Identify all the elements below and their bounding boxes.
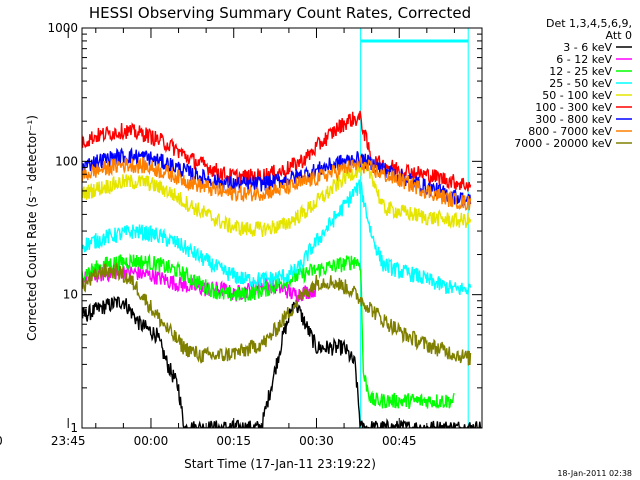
axes: 1 10 100 1000 23:30 23:45 00:00 00:15 00:30 00:45 bbox=[0, 21, 482, 448]
series-line-9 bbox=[82, 261, 472, 366]
legend-entry-label: 100 - 300 keV bbox=[535, 101, 612, 114]
x-tick-label: 00:30 bbox=[299, 434, 334, 448]
legend-entry-label: 50 - 100 keV bbox=[542, 89, 612, 102]
x-tick-label: 23:30 bbox=[0, 434, 3, 448]
chart-title: HESSI Observing Summary Count Rates, Cor… bbox=[89, 4, 471, 22]
legend-entry-label: 7000 - 20000 keV bbox=[514, 137, 612, 150]
x-tick-label: 23:45 bbox=[51, 434, 86, 448]
y-tick-label: 1 bbox=[70, 421, 78, 435]
legend-entry-label: 300 - 800 keV bbox=[535, 113, 612, 126]
plot-frame bbox=[81, 27, 483, 429]
y-tick-label: 100 bbox=[55, 154, 78, 168]
timestamp: 18-Jan-2011 02:38 bbox=[557, 469, 632, 478]
legend-header: Det 1,3,4,5,6,9, bbox=[546, 17, 632, 30]
plot-area: FN bbox=[82, 28, 482, 428]
legend-entry-label: 6 - 12 keV bbox=[556, 53, 612, 66]
legend-header: Att 0 bbox=[606, 29, 632, 42]
x-axis-label: Start Time (17-Jan-11 23:19:22) bbox=[184, 457, 376, 471]
y-tick-label: 10 bbox=[63, 288, 78, 302]
legend-entry-label: 12 - 25 keV bbox=[549, 65, 612, 78]
x-tick-label: 00:45 bbox=[382, 434, 417, 448]
series-line-1 bbox=[82, 295, 482, 428]
y-tick-label: 1000 bbox=[47, 21, 78, 35]
series-line-5 bbox=[82, 160, 472, 237]
series-line-8 bbox=[82, 154, 472, 211]
x-tick-label: 00:15 bbox=[216, 434, 251, 448]
series-line-3 bbox=[82, 253, 455, 410]
y-axis-label: Corrected Count Rate (s⁻¹ detector⁻¹) bbox=[25, 115, 39, 341]
x-tick-label: 00:00 bbox=[134, 434, 169, 448]
legend-entry-label: 25 - 50 keV bbox=[549, 77, 612, 90]
legend-entry-label: 800 - 7000 keV bbox=[528, 125, 612, 138]
legend-entry-label: 3 - 6 keV bbox=[563, 41, 612, 54]
series-line-4 bbox=[82, 179, 472, 296]
series-line-6 bbox=[82, 110, 472, 192]
